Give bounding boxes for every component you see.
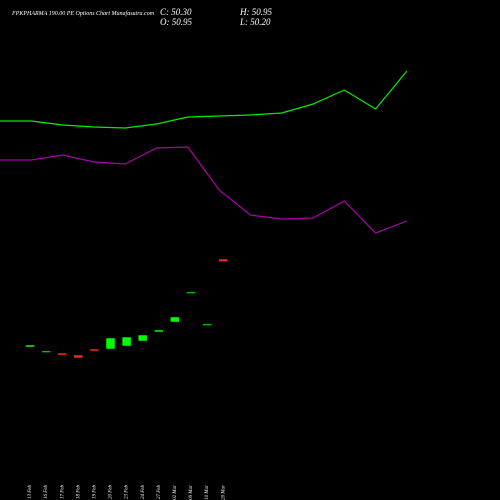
x-tick-label: 20 Feb: [109, 485, 114, 500]
candle-body: [218, 258, 228, 262]
candle-body: [121, 336, 132, 347]
low-label: L: 50.20: [239, 17, 271, 27]
x-tick-label: 27 Feb: [157, 485, 162, 500]
x-tick-label: 09 Mar: [189, 485, 194, 500]
candle-body: [186, 291, 196, 294]
candle-body: [137, 334, 148, 342]
candle-body: [73, 354, 84, 359]
open-label: O: 50.95: [160, 17, 192, 27]
candle-body: [57, 352, 67, 356]
indicator-line: [0, 146, 408, 234]
indicator-line: [0, 70, 408, 129]
close-label: C: 50.30: [160, 7, 192, 17]
x-tick-label: 16 Feb: [44, 485, 49, 500]
candle-body: [154, 329, 164, 333]
candle-body: [25, 344, 35, 348]
x-tick-label: 10 Mar: [205, 485, 210, 500]
candle-body: [202, 323, 212, 326]
x-tick-label: 19 Feb: [93, 485, 98, 500]
candle-body: [41, 350, 51, 353]
x-tick-label: 13 Feb: [28, 485, 33, 500]
chart-title: FPKPHARMA 190.00 PE Options Chart Munafa…: [11, 10, 155, 17]
high-label: H: 50.95: [239, 7, 272, 17]
x-tick-label: 17 Feb: [60, 485, 65, 500]
x-tick-label: 18 Feb: [76, 485, 81, 500]
candle-body: [170, 316, 180, 323]
x-tick-label: 02 Mar: [173, 485, 178, 500]
x-tick-label: 20 Mar: [221, 485, 226, 500]
x-tick-label: 24 Feb: [141, 485, 146, 500]
x-tick-label: 23 Feb: [125, 485, 130, 500]
candle-body: [89, 348, 100, 352]
candle-body: [105, 337, 116, 350]
